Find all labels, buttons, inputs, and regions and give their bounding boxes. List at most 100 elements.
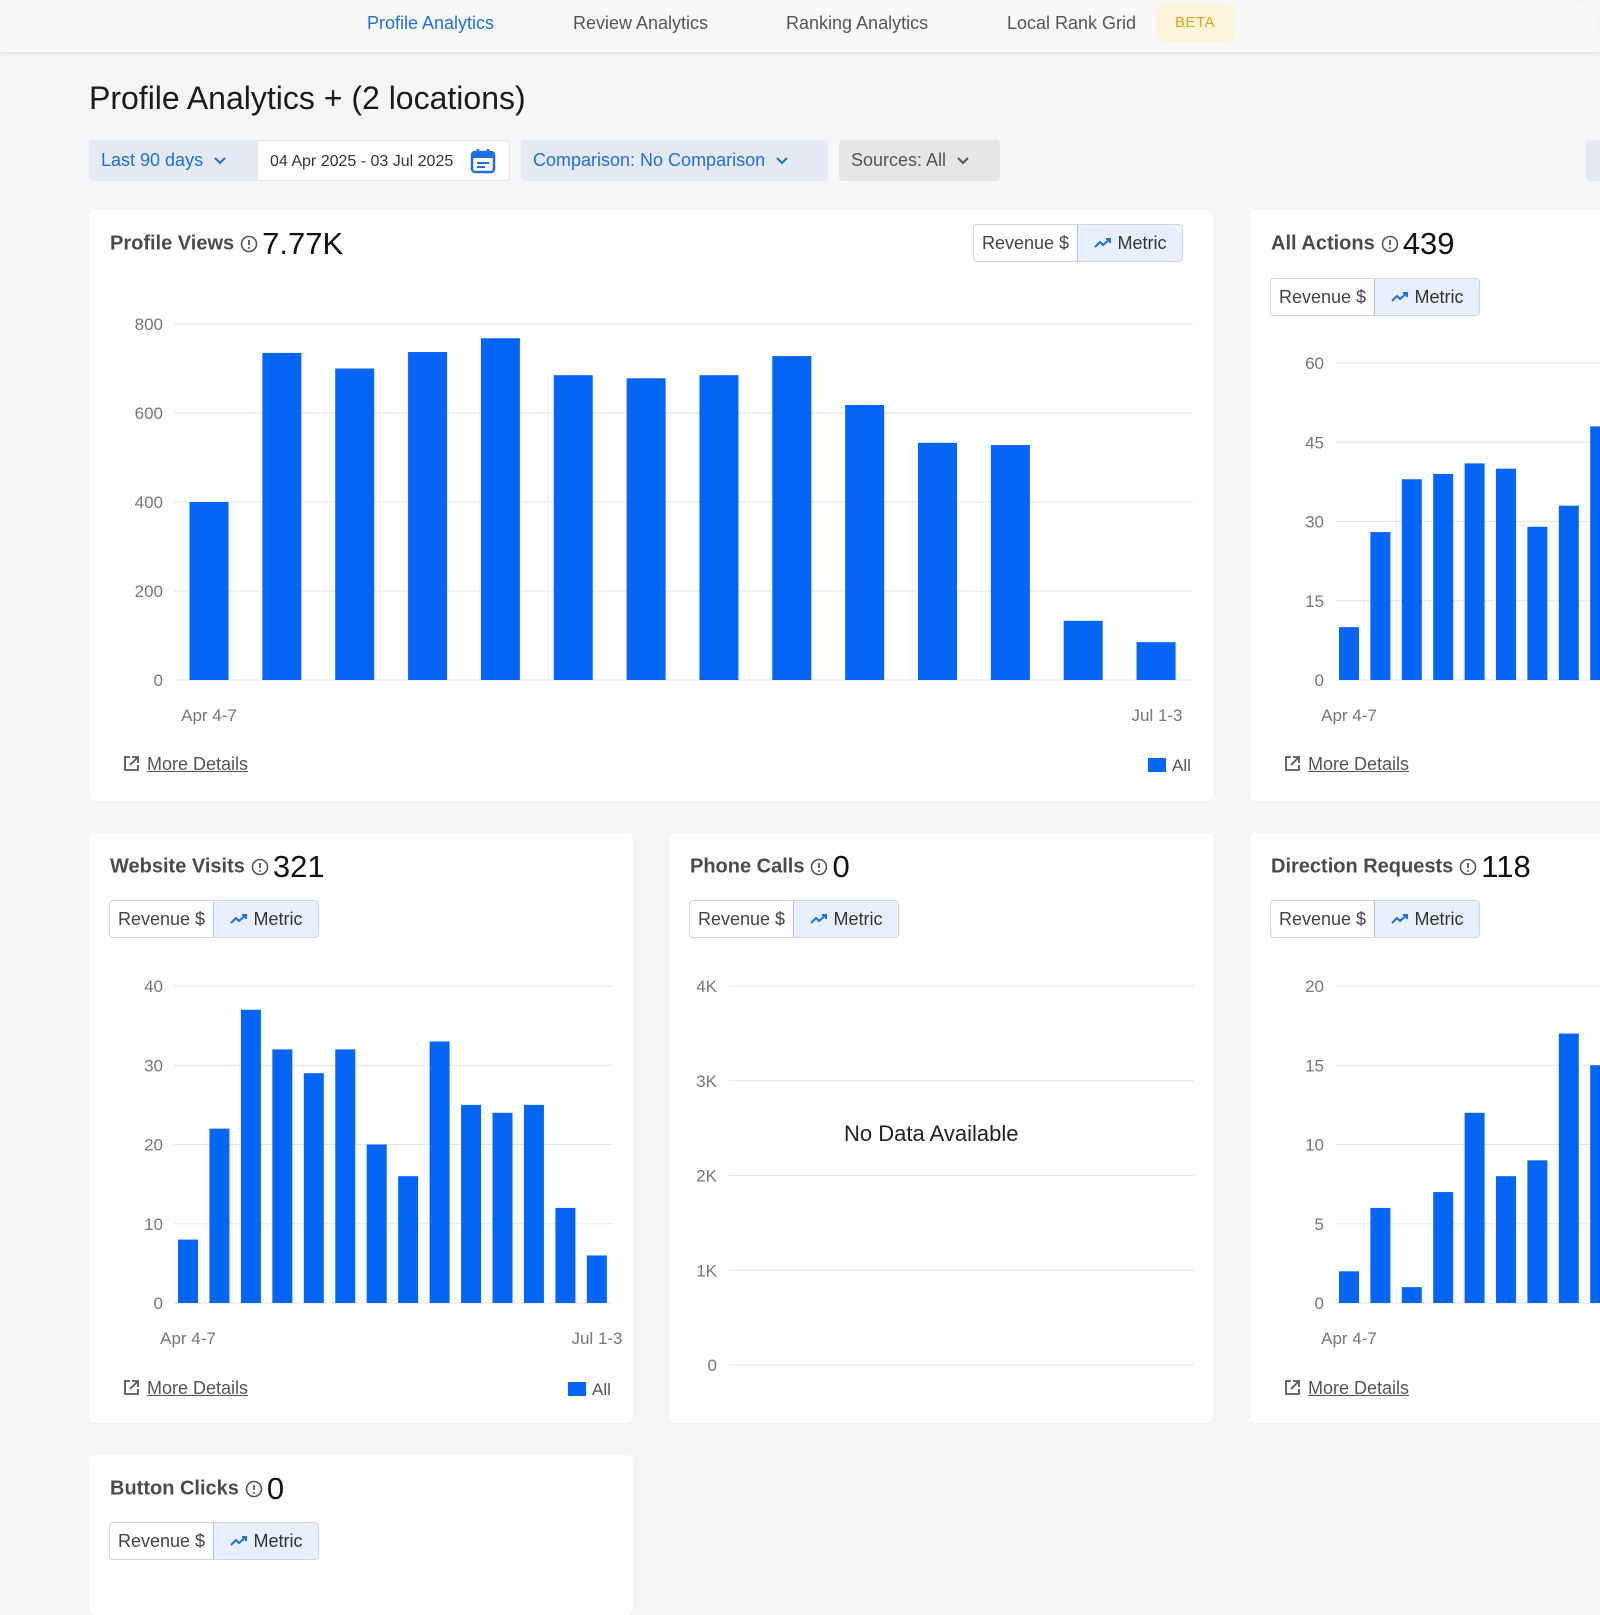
tab-local-rank-grid[interactable]: Local Rank Grid [1007, 13, 1137, 33]
revenue-toggle-button[interactable]: Revenue $ [697, 909, 786, 929]
x-tick-label: Jul 1-3 [571, 1329, 622, 1348]
y-tick-label: 400 [135, 493, 163, 512]
y-tick-label: 4K [696, 977, 717, 996]
metric-toggle-button[interactable]: Metric [213, 1523, 318, 1559]
chart-bar[interactable] [1136, 642, 1176, 680]
card-title: All Actions [1271, 232, 1375, 255]
chart-bar[interactable] [335, 368, 375, 681]
chart-bar[interactable] [1401, 1287, 1422, 1303]
chart-bar[interactable] [555, 1207, 576, 1303]
chart-bar[interactable] [1527, 526, 1548, 680]
card-value: 439 [1402, 226, 1455, 261]
chart-bar[interactable] [1370, 532, 1391, 680]
chart-bar[interactable] [1464, 463, 1485, 680]
chart-bar[interactable] [1558, 505, 1579, 680]
chart-bar[interactable] [366, 1144, 387, 1304]
chart-bar[interactable] [772, 356, 812, 680]
chart-bar[interactable] [240, 1009, 261, 1303]
chart-bar[interactable] [918, 442, 957, 680]
chart-bar[interactable] [480, 338, 520, 680]
chart-bar[interactable] [1558, 1033, 1579, 1303]
info-icon[interactable] [1381, 235, 1399, 253]
chart-bar[interactable] [523, 1104, 544, 1303]
info-icon[interactable] [240, 235, 258, 253]
revenue-toggle-button[interactable]: Revenue $ [117, 909, 206, 929]
metric-toggle-button[interactable]: Metric [1374, 901, 1479, 937]
y-tick-label: 0 [154, 1294, 163, 1313]
card-header: Phone Calls 0 [690, 849, 850, 885]
revenue-toggle-button[interactable]: Revenue $ [1278, 287, 1367, 307]
chart-bar[interactable] [626, 378, 666, 680]
chart-bar[interactable] [1527, 1160, 1548, 1303]
chart-bar[interactable] [209, 1128, 230, 1303]
more-details-link[interactable]: More Details [1284, 754, 1409, 775]
tab-profile-analytics[interactable]: Profile Analytics [367, 13, 495, 33]
external-link-icon [124, 1379, 139, 1395]
chevron-down-icon [214, 157, 226, 165]
trend-up-icon [1390, 913, 1408, 924]
profile-views-chart: 0 200 400 600 800 Apr 4-7 Jul 1-3 [135, 315, 1193, 725]
chart-bar[interactable] [1433, 1192, 1454, 1303]
trend-up-icon [809, 913, 827, 924]
chart-bar[interactable] [262, 352, 302, 680]
chart-bar[interactable] [586, 1255, 607, 1303]
sources-select[interactable]: Sources: All [839, 140, 1000, 181]
chart-bar[interactable] [1433, 473, 1454, 680]
chart-bar[interactable] [1590, 1065, 1600, 1303]
chart-bar[interactable] [553, 375, 593, 680]
calendar-icon[interactable] [470, 148, 496, 174]
date-range-select[interactable]: Last 90 days [89, 140, 258, 181]
chart-bar[interactable] [845, 404, 885, 680]
x-tick-label: Apr 4-7 [181, 706, 237, 725]
chart-bar[interactable] [429, 1041, 450, 1303]
y-tick-label: 200 [135, 582, 163, 601]
chart-bar[interactable] [1590, 426, 1600, 680]
legend-label: All [1172, 756, 1191, 775]
metric-toggle-button[interactable]: Metric [213, 901, 318, 937]
chart-bar[interactable] [1496, 1176, 1516, 1303]
chart-legend: All [1148, 756, 1191, 776]
truncated-filter-button[interactable] [1586, 140, 1600, 181]
chart-bar[interactable] [1063, 620, 1103, 680]
chart-bar[interactable] [1496, 468, 1516, 680]
y-tick-label: 0 [154, 671, 163, 690]
y-tick-label: 0 [1315, 671, 1324, 690]
info-icon[interactable] [251, 858, 269, 876]
revenue-toggle-button[interactable]: Revenue $ [981, 233, 1070, 253]
metric-toggle-button[interactable]: Metric [1077, 225, 1182, 261]
revenue-toggle-button[interactable]: Revenue $ [117, 1531, 206, 1551]
chart-bar[interactable] [303, 1073, 324, 1303]
metric-toggle-button[interactable]: Metric [793, 901, 898, 937]
chart-bar[interactable] [492, 1112, 513, 1303]
chart-bar[interactable] [178, 1239, 198, 1303]
tab-ranking-analytics[interactable]: Ranking Analytics [786, 13, 929, 33]
more-details-link[interactable]: More Details [123, 1378, 248, 1399]
date-picker[interactable]: 04 Apr 2025 - 03 Jul 2025 [258, 140, 510, 181]
chart-bar[interactable] [461, 1104, 482, 1303]
chart-bar[interactable] [1370, 1207, 1391, 1303]
chart-bar[interactable] [189, 502, 229, 680]
revenue-toggle-button[interactable]: Revenue $ [1278, 909, 1367, 929]
chart-bar[interactable] [1339, 1271, 1359, 1303]
more-details-link[interactable]: More Details [123, 754, 248, 775]
revenue-metric-toggle: Revenue $ Metric [689, 900, 899, 938]
chart-bar[interactable] [990, 445, 1030, 680]
button-clicks-card: Button Clicks 0 Revenue $ Metric [89, 1455, 633, 1615]
info-icon[interactable] [245, 1480, 263, 1498]
chart-bar[interactable] [1339, 627, 1359, 680]
chart-bar[interactable] [408, 352, 448, 680]
card-value: 7.77K [262, 226, 344, 261]
tab-review-analytics[interactable]: Review Analytics [573, 13, 709, 33]
chart-bar[interactable] [335, 1049, 356, 1303]
info-icon[interactable] [810, 858, 828, 876]
chart-bar[interactable] [1464, 1112, 1485, 1303]
info-icon[interactable] [1459, 858, 1477, 876]
comparison-select[interactable]: Comparison: No Comparison [521, 140, 828, 181]
card-header: Profile Views 7.77K [110, 226, 343, 262]
chart-bar[interactable] [1401, 479, 1422, 680]
more-details-link[interactable]: More Details [1284, 1378, 1409, 1399]
chart-bar[interactable] [699, 375, 739, 680]
chart-bar[interactable] [272, 1049, 293, 1303]
metric-toggle-button[interactable]: Metric [1374, 279, 1479, 315]
chart-bar[interactable] [398, 1176, 419, 1303]
